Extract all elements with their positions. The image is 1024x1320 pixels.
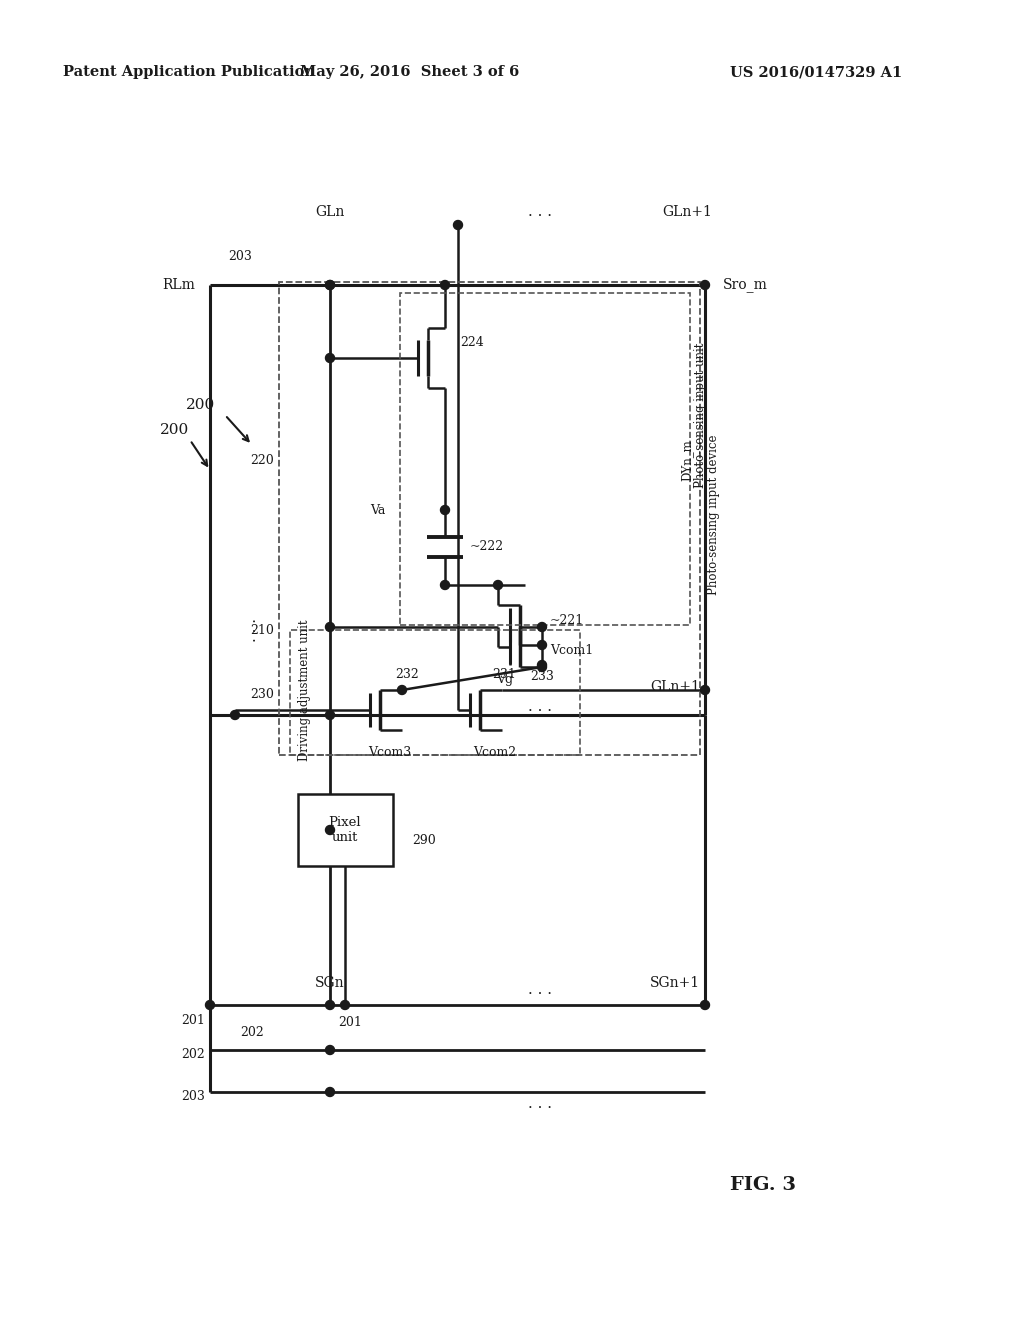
- Circle shape: [326, 1001, 335, 1010]
- Circle shape: [538, 663, 547, 672]
- Circle shape: [454, 220, 463, 230]
- Text: Vcom3: Vcom3: [369, 746, 412, 759]
- Circle shape: [440, 506, 450, 515]
- Text: ~222: ~222: [470, 540, 504, 553]
- Text: GLn+1: GLn+1: [650, 680, 700, 694]
- Circle shape: [700, 685, 710, 694]
- Bar: [290, 630, 580, 755]
- Text: Pixel
unit: Pixel unit: [329, 816, 361, 843]
- Text: 233: 233: [530, 671, 554, 684]
- Text: 201: 201: [338, 1016, 361, 1030]
- Text: 201: 201: [181, 1014, 205, 1027]
- Circle shape: [700, 1001, 710, 1010]
- Text: US 2016/0147329 A1: US 2016/0147329 A1: [730, 65, 902, 79]
- Text: . . .: . . .: [528, 983, 552, 997]
- Circle shape: [440, 281, 450, 289]
- Bar: [298, 795, 392, 866]
- Text: 200: 200: [185, 399, 215, 412]
- Text: Photo-sensing input device: Photo-sensing input device: [707, 434, 720, 595]
- Circle shape: [206, 1001, 214, 1010]
- Circle shape: [326, 710, 335, 719]
- Text: . . .: . . .: [528, 205, 552, 219]
- Circle shape: [700, 281, 710, 289]
- Text: 232: 232: [395, 668, 419, 681]
- Text: Vcom1: Vcom1: [550, 644, 593, 656]
- Text: 202: 202: [181, 1048, 205, 1061]
- Circle shape: [538, 623, 547, 631]
- Circle shape: [397, 685, 407, 694]
- Text: 203: 203: [228, 251, 252, 264]
- Text: Sro_m: Sro_m: [723, 277, 768, 293]
- Circle shape: [538, 660, 547, 669]
- Circle shape: [326, 623, 335, 631]
- Circle shape: [326, 281, 335, 289]
- Circle shape: [326, 281, 335, 289]
- Text: SGn+1: SGn+1: [650, 975, 700, 990]
- Bar: [279, 282, 700, 755]
- Circle shape: [538, 640, 547, 649]
- Circle shape: [326, 825, 335, 834]
- Circle shape: [326, 1045, 335, 1055]
- Text: 231: 231: [492, 668, 516, 681]
- Text: DYn_m: DYn_m: [680, 440, 693, 480]
- Text: RLm: RLm: [162, 279, 195, 292]
- Text: . . .: . . .: [528, 700, 552, 714]
- Circle shape: [341, 1001, 349, 1010]
- Text: May 26, 2016  Sheet 3 of 6: May 26, 2016 Sheet 3 of 6: [300, 65, 519, 79]
- Text: GLn+1: GLn+1: [663, 205, 712, 219]
- Text: 230: 230: [250, 689, 274, 701]
- Text: 220: 220: [250, 454, 274, 466]
- Circle shape: [326, 1088, 335, 1097]
- Text: Patent Application Publication: Patent Application Publication: [63, 65, 315, 79]
- Text: Driving adjustment unit: Driving adjustment unit: [298, 619, 311, 760]
- Text: . . .: . . .: [528, 1097, 552, 1111]
- Text: Vg: Vg: [497, 673, 514, 686]
- Bar: [400, 293, 690, 624]
- Text: GLn: GLn: [315, 205, 345, 219]
- Text: 203: 203: [181, 1090, 205, 1104]
- Text: . . .: . . .: [245, 618, 259, 642]
- Text: Photo-sensing input unit: Photo-sensing input unit: [694, 342, 707, 487]
- Text: SGn: SGn: [315, 975, 345, 990]
- Circle shape: [494, 581, 503, 590]
- Circle shape: [230, 710, 240, 719]
- Text: Vcom2: Vcom2: [473, 746, 516, 759]
- Text: Va: Va: [370, 503, 385, 516]
- Text: 202: 202: [240, 1026, 264, 1039]
- Circle shape: [326, 354, 335, 363]
- Text: 290: 290: [413, 833, 436, 846]
- Text: ~221: ~221: [550, 614, 585, 627]
- Text: FIG. 3: FIG. 3: [730, 1176, 796, 1195]
- Text: 200: 200: [161, 422, 189, 437]
- Text: 224: 224: [460, 337, 483, 350]
- Text: 210: 210: [250, 623, 274, 636]
- Circle shape: [440, 581, 450, 590]
